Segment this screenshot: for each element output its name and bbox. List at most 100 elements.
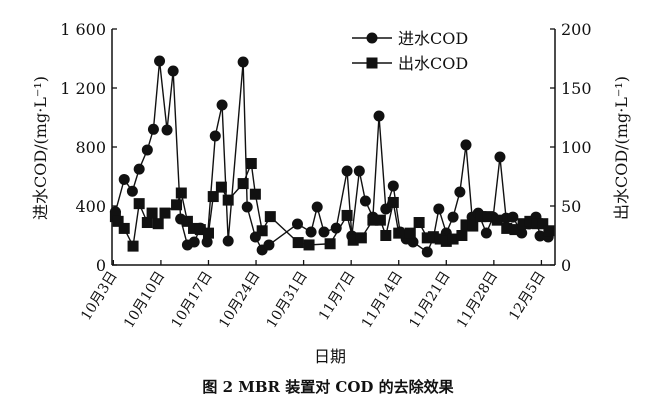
data-point-influent — [359, 195, 371, 207]
data-point-effluent — [133, 198, 145, 210]
data-point-influent — [167, 65, 179, 77]
x-tick-label: 11月7日 — [316, 269, 359, 324]
data-point-effluent — [256, 225, 268, 237]
data-point-influent — [305, 226, 317, 238]
data-point-influent — [387, 180, 399, 192]
data-point-influent — [126, 185, 138, 197]
data-point-influent — [188, 236, 200, 248]
data-point-influent — [209, 130, 221, 142]
data-point-effluent — [303, 239, 315, 251]
data-point-effluent — [421, 232, 433, 244]
data-point-effluent — [467, 220, 479, 232]
data-point-influent — [291, 218, 303, 230]
y-tick-label-left: 800 — [75, 138, 106, 157]
data-point-influent — [201, 236, 213, 248]
x-tick-label: 10月24日 — [216, 269, 263, 331]
data-point-effluent — [475, 211, 487, 223]
x-tick-label: 10月17日 — [169, 269, 216, 331]
data-point-effluent — [127, 240, 139, 252]
y-tick-label-right: 200 — [561, 20, 592, 39]
data-point-effluent — [517, 218, 529, 230]
ticks: 0 400 800 1 200 1 600 0 50 100 150 200 10月3日 10月10日… — [60, 20, 591, 331]
data-point-effluent — [413, 217, 425, 229]
legend-marker-circle — [366, 32, 378, 44]
data-point-influent — [373, 110, 385, 122]
data-point-influent — [454, 186, 466, 198]
legend-label-influent: 进水COD — [398, 29, 468, 48]
data-point-effluent — [118, 222, 130, 234]
x-tick-label: 11月21日 — [406, 269, 453, 331]
y-tick-label-right: 0 — [561, 256, 571, 275]
data-point-effluent — [393, 227, 405, 239]
data-point-effluent — [207, 191, 219, 203]
legend-marker-square — [366, 57, 378, 69]
data-point-effluent — [181, 215, 193, 227]
data-point-effluent — [215, 181, 227, 193]
x-tick-label: 10月31日 — [264, 269, 311, 331]
data-point-effluent — [509, 224, 521, 236]
data-point-effluent — [341, 209, 353, 221]
series-layer — [109, 55, 555, 258]
legend: 进水COD 出水COD — [352, 29, 468, 73]
data-point-influent — [353, 165, 365, 177]
data-point-effluent — [440, 235, 452, 247]
data-point-effluent — [367, 214, 379, 226]
x-tick-label: 11月28日 — [454, 269, 501, 331]
data-point-influent — [263, 239, 275, 251]
data-point-effluent — [482, 211, 494, 223]
data-point-effluent — [202, 227, 214, 239]
figure-caption: 图 2 MBR 装置对 COD 的去除效果 — [202, 378, 454, 396]
data-point-influent — [460, 139, 472, 151]
x-tick-label: 10月10日 — [121, 269, 168, 331]
data-point-influent — [237, 56, 249, 68]
x-tick-label: 10月3日 — [78, 269, 121, 324]
y-tick-label-left: 0 — [96, 256, 106, 275]
data-point-influent — [433, 203, 445, 215]
data-point-effluent — [264, 211, 276, 223]
data-point-effluent — [355, 232, 367, 244]
data-point-effluent — [249, 188, 261, 200]
data-point-influent — [216, 99, 228, 111]
data-point-effluent — [434, 233, 446, 245]
data-point-influent — [407, 236, 419, 248]
data-point-effluent — [427, 231, 439, 243]
x-tick-label: 11月14日 — [359, 269, 406, 331]
data-point-influent — [421, 246, 433, 258]
data-point-influent — [507, 211, 519, 223]
data-point-effluent — [347, 234, 359, 246]
x-tick-label: 12月5日 — [506, 269, 549, 324]
data-point-effluent — [524, 215, 536, 227]
data-point-effluent — [171, 199, 183, 211]
y-tick-label-left: 1 200 — [60, 79, 106, 98]
data-point-influent — [141, 144, 153, 156]
data-point-effluent — [237, 178, 249, 190]
data-point-effluent — [194, 224, 206, 236]
data-point-influent — [447, 211, 459, 223]
data-point-influent — [222, 235, 234, 247]
data-point-influent — [241, 201, 253, 213]
data-point-effluent — [245, 158, 257, 170]
y-axis-title-right: 出水COD/(mg·L⁻¹) — [612, 76, 631, 220]
data-point-effluent — [374, 214, 386, 226]
y-tick-label-right: 100 — [561, 138, 592, 157]
data-point-influent — [318, 226, 330, 238]
x-axis-title: 日期 — [314, 347, 346, 366]
data-point-effluent — [188, 222, 200, 234]
y-tick-label-right: 150 — [561, 79, 592, 98]
data-point-effluent — [460, 219, 472, 231]
data-point-influent — [311, 201, 323, 213]
data-point-effluent — [146, 207, 158, 219]
data-point-effluent — [491, 214, 503, 226]
y-tick-label-right: 50 — [561, 197, 581, 216]
data-point-effluent — [501, 222, 513, 234]
data-point-effluent — [152, 218, 164, 230]
legend-label-effluent: 出水COD — [398, 54, 468, 73]
y-tick-label-left: 400 — [75, 197, 106, 216]
data-point-effluent — [175, 187, 187, 199]
data-point-influent — [118, 173, 130, 185]
data-point-influent — [341, 165, 353, 177]
data-point-effluent — [447, 233, 459, 245]
data-point-influent — [147, 123, 159, 135]
data-point-effluent — [404, 227, 416, 239]
